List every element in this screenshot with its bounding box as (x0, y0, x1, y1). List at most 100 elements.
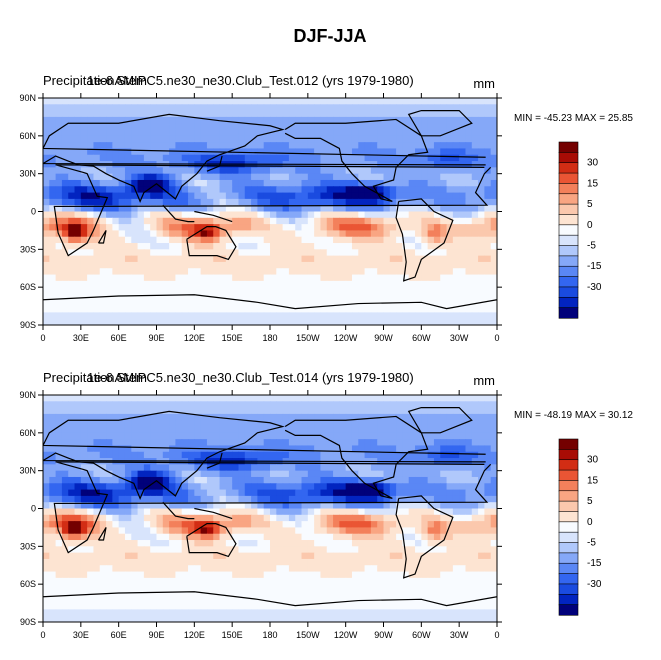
heatmap-cell (55, 268, 63, 276)
heatmap-cell (446, 483, 454, 491)
heatmap-cell (484, 476, 492, 484)
heatmap-cell (288, 407, 296, 415)
heatmap-cell (263, 483, 271, 491)
heatmap-cell (213, 123, 221, 131)
heatmap-cell (124, 192, 132, 200)
heatmap-cell (465, 179, 473, 187)
heatmap-cell (314, 502, 322, 510)
heatmap-cell (106, 186, 113, 194)
heatmap-cell (471, 470, 479, 478)
heatmap-cell (270, 299, 277, 307)
heatmap-cell (200, 483, 208, 491)
heatmap-cell (244, 565, 252, 573)
heatmap-cell (232, 236, 240, 244)
heatmap-cell (484, 261, 492, 269)
map-panel-2: 0 30E 60E 90E 120E 150E 180 150W 120W 90W 60W 30W 09… (19, 370, 633, 640)
heatmap-cell (124, 268, 132, 276)
heatmap-cell (61, 224, 69, 232)
heatmap-cell (320, 129, 328, 137)
heatmap-cell (124, 527, 132, 535)
heatmap-cell (478, 274, 485, 282)
heatmap-cell (251, 217, 258, 225)
heatmap-cell (408, 211, 416, 219)
heatmap-cell (175, 432, 183, 440)
heatmap-cell (93, 249, 101, 257)
heatmap-cell (270, 98, 277, 105)
heatmap-cell (257, 116, 265, 124)
heatmap-cell (314, 255, 322, 263)
heatmap-cell (99, 426, 107, 434)
heatmap-cell (339, 104, 347, 112)
heatmap-cell (263, 293, 271, 301)
heatmap-cell (370, 243, 378, 250)
heatmap-cell (194, 116, 202, 124)
heatmap-cell (270, 249, 277, 257)
heatmap-cell (131, 98, 139, 105)
heatmap-cell (459, 268, 467, 276)
heatmap-cell (471, 495, 479, 503)
heatmap-cell (118, 255, 126, 263)
heatmap-cell (465, 451, 473, 459)
heatmap-cell (364, 495, 372, 503)
heatmap-cell (389, 243, 397, 250)
heatmap-cell (276, 464, 284, 472)
heatmap-cell (68, 205, 76, 213)
heatmap-cell (440, 236, 448, 244)
heatmap-cell (200, 451, 208, 459)
heatmap-cell (288, 306, 296, 313)
heatmap-cell (339, 167, 347, 175)
heatmap-cell (377, 261, 385, 269)
heatmap-cell (61, 546, 69, 554)
heatmap-cell (301, 426, 309, 434)
heatmap-cell (219, 205, 227, 213)
heatmap-cell (74, 123, 82, 131)
heatmap-cell (408, 540, 416, 547)
heatmap-cell (206, 413, 214, 421)
heatmap-cell (484, 470, 492, 478)
heatmap-cell (490, 179, 497, 187)
heatmap-cell (326, 432, 334, 440)
heatmap-cell (446, 502, 454, 510)
heatmap-cell (61, 445, 69, 453)
heatmap-cell (383, 312, 391, 320)
colorbar-swatch (558, 214, 579, 226)
heatmap-cell (452, 451, 460, 459)
heatmap-cell (345, 533, 353, 541)
heatmap-cell (219, 186, 227, 194)
heatmap-cell (478, 98, 485, 105)
heatmap-cell (55, 148, 63, 156)
heatmap-cell (232, 426, 240, 434)
heatmap-cell (383, 445, 391, 453)
heatmap-cell (427, 198, 435, 206)
heatmap-cell (87, 198, 95, 206)
heatmap-cell (80, 217, 88, 225)
heatmap-cell (408, 552, 416, 560)
heatmap-cell (150, 514, 158, 522)
heatmap-cell (188, 420, 195, 428)
heatmap-cell (112, 464, 120, 472)
heatmap-cell (295, 483, 303, 491)
heatmap-cell (270, 255, 277, 263)
heatmap-cell (452, 584, 460, 592)
heatmap-cell (206, 552, 214, 560)
heatmap-cell (175, 217, 183, 225)
heatmap-cell (276, 261, 284, 269)
heatmap-cell (194, 508, 202, 516)
heatmap-cell (131, 205, 139, 213)
heatmap-cell (326, 287, 334, 295)
heatmap-cell (169, 552, 177, 560)
heatmap-cell (131, 552, 139, 560)
heatmap-cell (93, 186, 101, 194)
colorbar-label: -5 (587, 241, 596, 252)
heatmap-cell (433, 426, 441, 434)
heatmap-cell (175, 167, 183, 175)
heatmap-cell (465, 243, 473, 250)
heatmap-cell (118, 154, 126, 162)
heatmap-cell (238, 502, 246, 510)
heatmap-cell (415, 116, 422, 124)
heatmap-cell (175, 489, 183, 497)
heatmap-cell (301, 192, 309, 200)
heatmap-cell (213, 407, 221, 415)
heatmap-cell (225, 476, 233, 484)
heatmap-cell (478, 217, 485, 225)
